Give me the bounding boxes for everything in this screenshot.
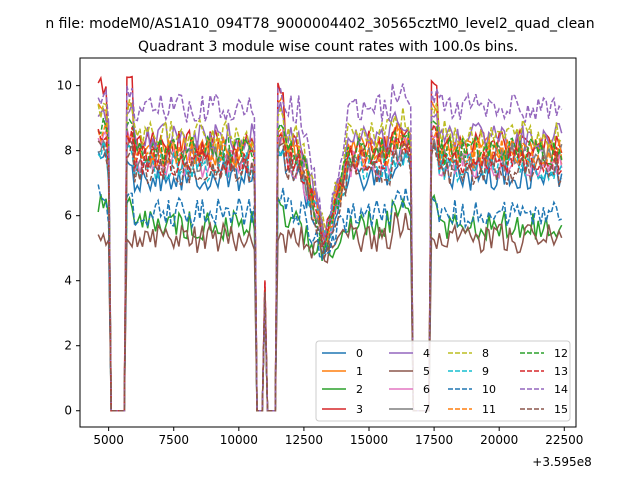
x-axis: 5000 7500 10000 12500 15000 17500 20000 22500 bbox=[93, 427, 583, 447]
series-layer bbox=[97, 75, 563, 412]
x-axis-offset-label: +3.595e8 bbox=[532, 455, 591, 469]
series-line-2 bbox=[97, 193, 563, 412]
x-tick-label: 10000 bbox=[220, 433, 258, 447]
x-tick-label: 20000 bbox=[480, 433, 518, 447]
legend-label-8: 8 bbox=[482, 347, 489, 360]
legend-label-9: 9 bbox=[482, 365, 489, 378]
series-line-5 bbox=[97, 212, 563, 412]
x-tick-label: 12500 bbox=[285, 433, 323, 447]
x-tick-label: 15000 bbox=[350, 433, 388, 447]
legend-label-15: 15 bbox=[554, 403, 568, 416]
legend-label-0: 0 bbox=[356, 347, 363, 360]
legend-label-14: 14 bbox=[554, 383, 568, 396]
legend-label-5: 5 bbox=[423, 365, 430, 378]
x-tick-label: 7500 bbox=[158, 433, 189, 447]
legend-label-1: 1 bbox=[356, 365, 363, 378]
legend-label-12: 12 bbox=[554, 347, 568, 360]
axes-frame bbox=[79, 57, 577, 428]
legend-label-3: 3 bbox=[356, 403, 363, 416]
y-tick-label: 10 bbox=[57, 79, 72, 93]
legend-label-4: 4 bbox=[423, 347, 430, 360]
series-line-14 bbox=[97, 83, 563, 412]
y-tick-label: 4 bbox=[64, 274, 72, 288]
legend-label-2: 2 bbox=[356, 383, 363, 396]
series-line-10 bbox=[97, 184, 562, 412]
legend-label-10: 10 bbox=[482, 383, 496, 396]
legend-label-7: 7 bbox=[423, 403, 430, 416]
y-tick-label: 0 bbox=[64, 404, 72, 418]
y-tick-label: 6 bbox=[64, 209, 72, 223]
legend-frame bbox=[315, 340, 571, 422]
chart-title: Quadrant 3 module wise count rates with … bbox=[138, 39, 518, 55]
y-tick-label: 8 bbox=[64, 144, 72, 158]
y-tick-label: 2 bbox=[64, 339, 72, 353]
series-line-15 bbox=[97, 140, 563, 412]
y-axis: 0 2 4 6 8 10 bbox=[57, 79, 80, 418]
x-tick-label: 5000 bbox=[93, 433, 124, 447]
legend-label-11: 11 bbox=[482, 403, 496, 416]
x-tick-label: 17500 bbox=[415, 433, 453, 447]
series-line-12 bbox=[97, 116, 563, 412]
figure-suptitle: n file: modeM0/AS1A10_094T78_9000004402_… bbox=[45, 16, 594, 32]
x-tick-label: 22500 bbox=[545, 433, 583, 447]
plot-area bbox=[79, 57, 577, 428]
legend-label-6: 6 bbox=[423, 383, 430, 396]
legend-label-13: 13 bbox=[554, 365, 568, 378]
